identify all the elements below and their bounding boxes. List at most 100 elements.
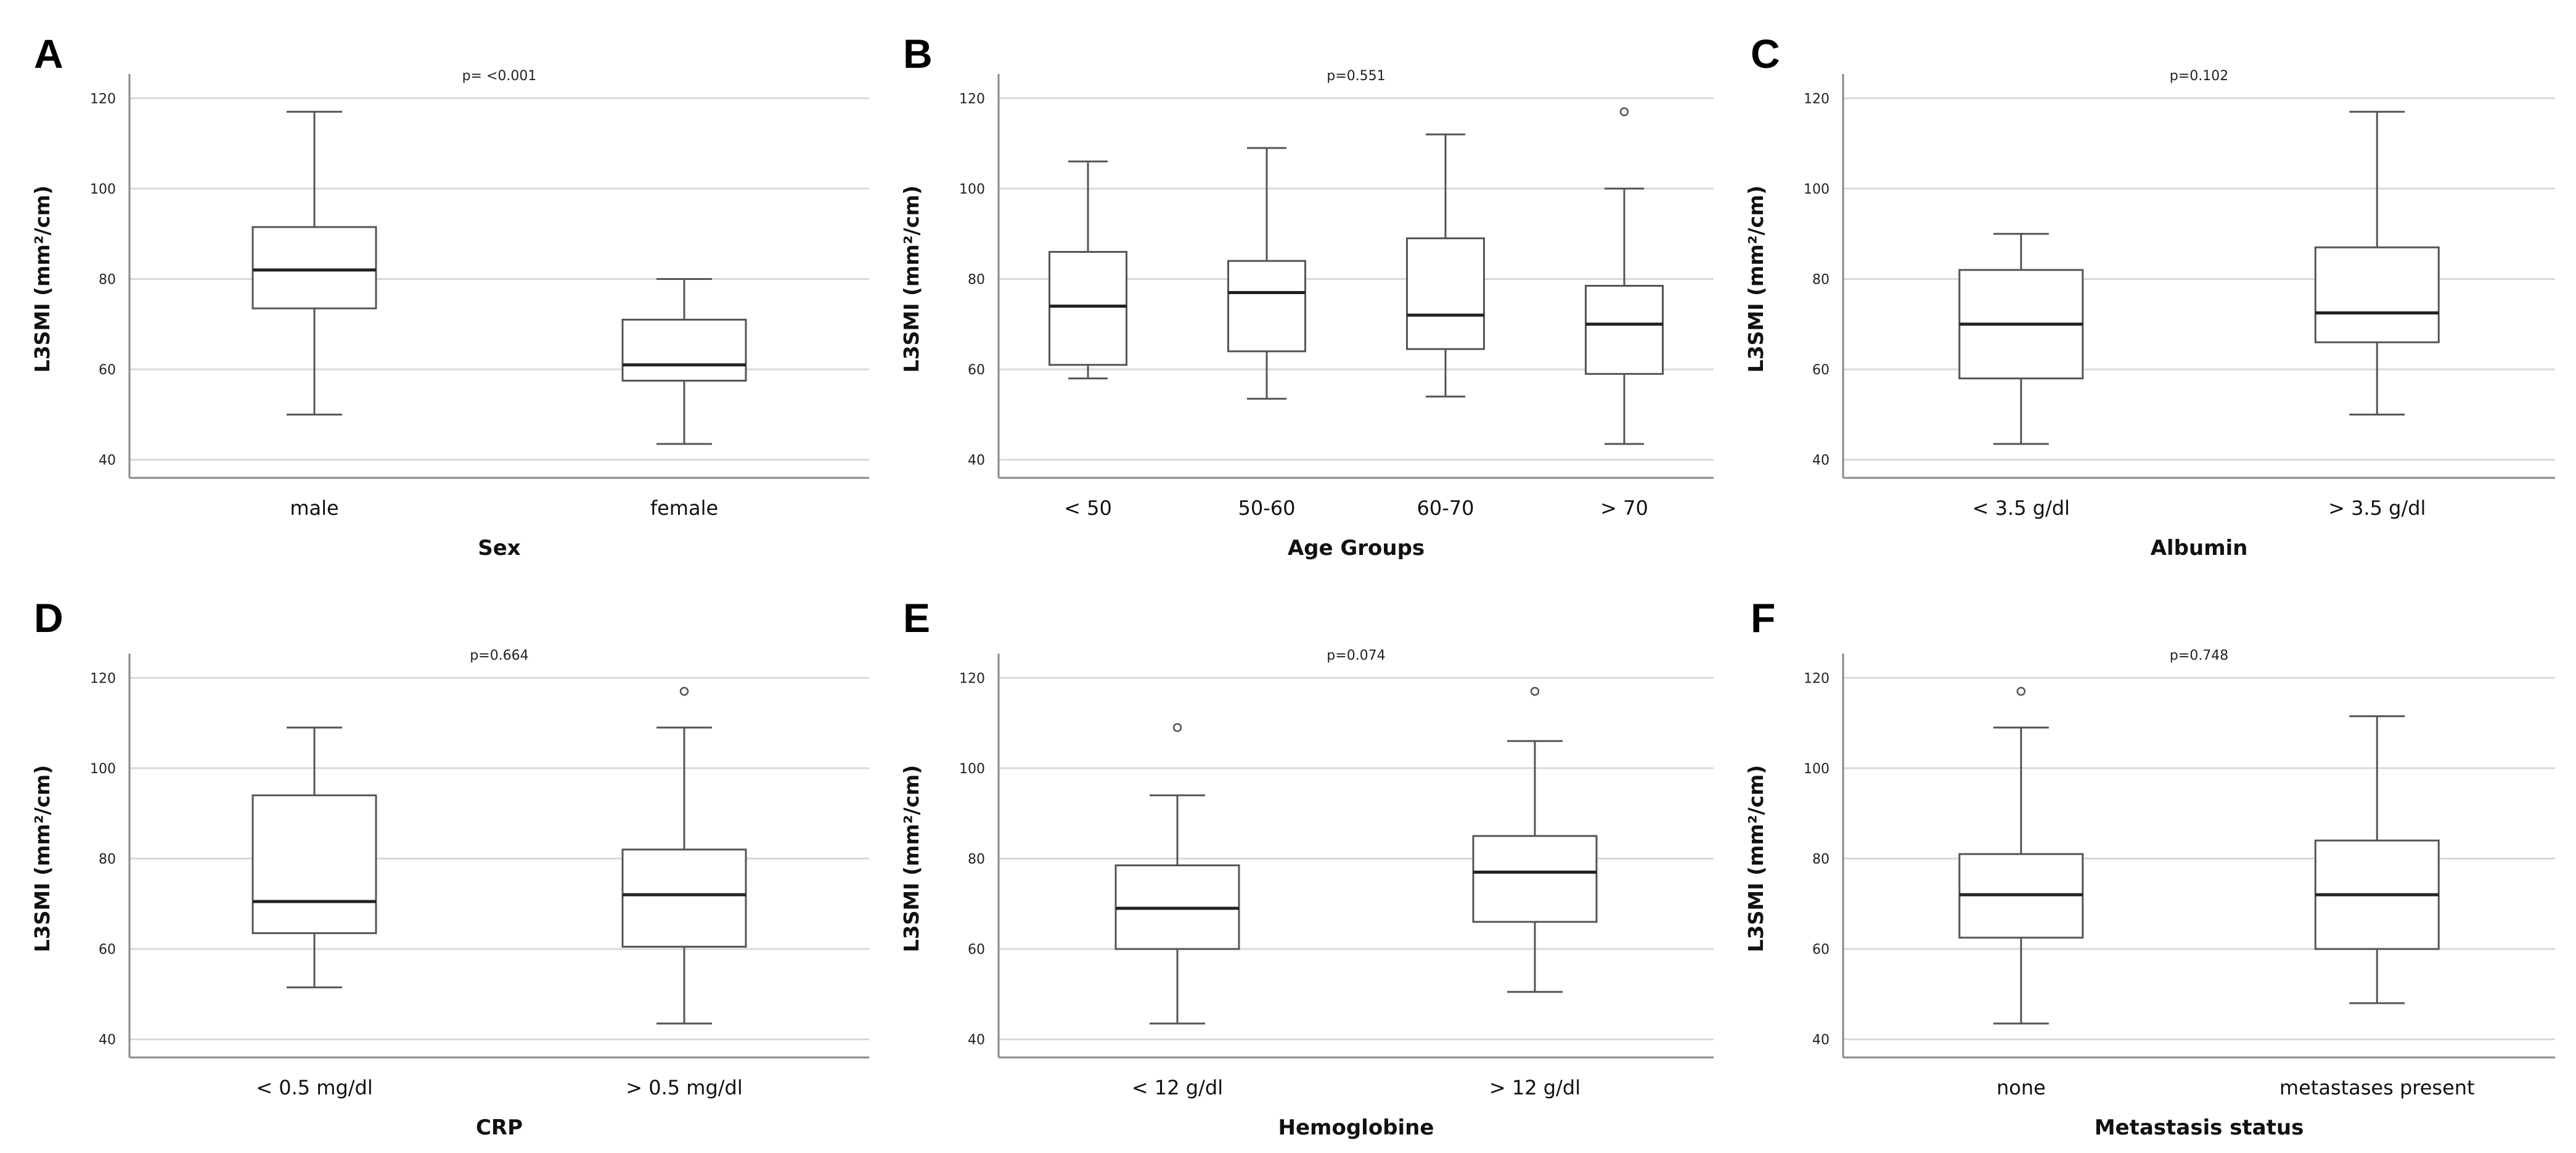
panel-e: E 40 60 80 100 120 p=0.074 L3SMI (mm²/cm) Hemogl… xyxy=(899,595,1714,1140)
y-axis-label: L3SMI (mm²/cm) xyxy=(1744,765,1768,953)
x-axis-label: Albumin xyxy=(2151,536,2248,560)
x-axis-label: Age Groups xyxy=(1288,536,1425,560)
box-4 xyxy=(1585,107,1664,445)
p-value-label: p=0.102 xyxy=(2170,68,2228,84)
x-axis-label: Hemoglobine xyxy=(1278,1115,1434,1140)
y-tick-label: 120 xyxy=(1804,91,1830,107)
y-tick-label: 120 xyxy=(959,671,985,686)
y-tick-label: 120 xyxy=(90,91,116,107)
y-tick-label: 100 xyxy=(959,182,985,197)
iqr-box xyxy=(1585,284,1664,375)
y-tick-label: 80 xyxy=(99,273,116,288)
category-label: female xyxy=(650,496,718,520)
category-label: > 3.5 g/dl xyxy=(2328,496,2426,520)
p-value-label: p=0.551 xyxy=(1327,68,1385,84)
y-axis-label: L3SMI (mm²/cm) xyxy=(899,186,923,373)
panel-f: F 40 60 80 100 120 p=0.748 L3SMI (mm²/cm) Metast… xyxy=(1744,595,2555,1140)
box-1 xyxy=(1958,232,2084,445)
iqr-box xyxy=(2314,246,2440,343)
y-tick-label: 40 xyxy=(968,453,985,469)
panel-letter: E xyxy=(903,595,930,641)
y-tick-label: 100 xyxy=(90,182,116,197)
y-tick-label: 40 xyxy=(968,1033,985,1048)
y-tick-label: 40 xyxy=(1812,1033,1830,1048)
y-tick-label: 120 xyxy=(1804,671,1830,686)
x-axis-label: Metastasis status xyxy=(2095,1115,2304,1140)
y-tick-label: 100 xyxy=(90,761,116,777)
outlier-point xyxy=(1172,723,1182,732)
x-axis-label: Sex xyxy=(478,536,521,560)
y-tick-label: 100 xyxy=(959,761,985,777)
panel-letter: B xyxy=(903,31,933,76)
p-value-label: p=0.748 xyxy=(2170,648,2228,663)
iqr-box xyxy=(621,848,747,948)
iqr-box xyxy=(251,794,377,934)
iqr-box xyxy=(1472,835,1598,923)
box-2 xyxy=(2314,715,2440,1004)
y-tick-label: 80 xyxy=(1812,852,1830,868)
panel-d: D 40 60 80 100 120 p=0.664 L3SMI (mm²/cm) CRP < 0… xyxy=(30,595,869,1140)
x-axis-label: CRP xyxy=(476,1115,523,1140)
y-tick-label: 80 xyxy=(968,852,985,868)
y-tick-label: 80 xyxy=(968,273,985,288)
y-tick-label: 120 xyxy=(90,671,116,686)
iqr-box xyxy=(251,226,377,310)
y-axis-label: L3SMI (mm²/cm) xyxy=(30,186,54,373)
y-tick-label: 40 xyxy=(1812,453,1830,469)
y-tick-label: 60 xyxy=(99,363,116,378)
y-tick-label: 100 xyxy=(1804,182,1830,197)
p-value-label: p=0.074 xyxy=(1327,648,1385,663)
box-1 xyxy=(251,726,377,988)
panel-a: A 40 60 80 100 120 p= <0.001 L3SMI (mm²/cm) Sex m… xyxy=(30,31,869,560)
category-label: < 3.5 g/dl xyxy=(1973,496,2070,520)
y-tick-label: 60 xyxy=(968,363,985,378)
y-tick-label: 100 xyxy=(1804,761,1830,777)
category-label: male xyxy=(290,496,338,520)
box-2 xyxy=(1472,687,1598,993)
box-1 xyxy=(1958,687,2084,1025)
panel-c: C 40 60 80 100 120 p=0.102 L3SMI (mm²/cm) Albumi… xyxy=(1744,31,2555,560)
panel-letter: A xyxy=(34,31,63,76)
box-1 xyxy=(1049,160,1127,380)
category-label: > 12 g/dl xyxy=(1489,1076,1580,1099)
outlier-point xyxy=(2016,687,2026,696)
category-label: < 0.5 mg/dl xyxy=(256,1076,373,1099)
iqr-box xyxy=(1406,237,1485,350)
box-1 xyxy=(1114,723,1240,1025)
y-tick-label: 80 xyxy=(1812,273,1830,288)
category-label: < 50 xyxy=(1064,496,1112,520)
box-3 xyxy=(1406,133,1485,398)
category-label: > 70 xyxy=(1600,496,1648,520)
category-label: none xyxy=(1997,1076,2046,1099)
y-tick-label: 60 xyxy=(1812,363,1830,378)
outlier-point xyxy=(1619,107,1629,117)
category-label: 60-70 xyxy=(1417,496,1474,520)
box-2 xyxy=(621,687,747,1025)
outlier-point xyxy=(1530,687,1540,696)
y-axis-label: L3SMI (mm²/cm) xyxy=(1744,186,1768,373)
y-tick-label: 60 xyxy=(968,942,985,958)
outlier-point xyxy=(679,687,689,696)
y-axis-label: L3SMI (mm²/cm) xyxy=(899,765,923,953)
category-label: 50-60 xyxy=(1238,496,1296,520)
panel-letter: C xyxy=(1751,31,1780,76)
p-value-label: p= <0.001 xyxy=(462,68,537,84)
y-tick-label: 60 xyxy=(99,942,116,958)
p-value-label: p=0.664 xyxy=(470,648,528,663)
category-label: < 12 g/dl xyxy=(1132,1076,1223,1099)
box-2 xyxy=(2314,110,2440,416)
y-tick-label: 40 xyxy=(99,453,116,469)
iqr-box xyxy=(621,318,747,382)
panel-letter: F xyxy=(1751,595,1775,641)
y-tick-label: 60 xyxy=(1812,942,1830,958)
category-label: metastases present xyxy=(2280,1076,2475,1099)
y-tick-label: 80 xyxy=(99,852,116,868)
box-1 xyxy=(251,110,377,416)
iqr-box xyxy=(1049,251,1127,366)
category-label: > 0.5 mg/dl xyxy=(626,1076,743,1099)
box-2 xyxy=(621,278,747,445)
y-axis-label: L3SMI (mm²/cm) xyxy=(30,765,54,953)
panel-b: B 40 60 80 100 120 p=0.551 L3SMI (mm²/cm) Age Gr… xyxy=(899,31,1714,560)
iqr-box xyxy=(1227,260,1306,353)
